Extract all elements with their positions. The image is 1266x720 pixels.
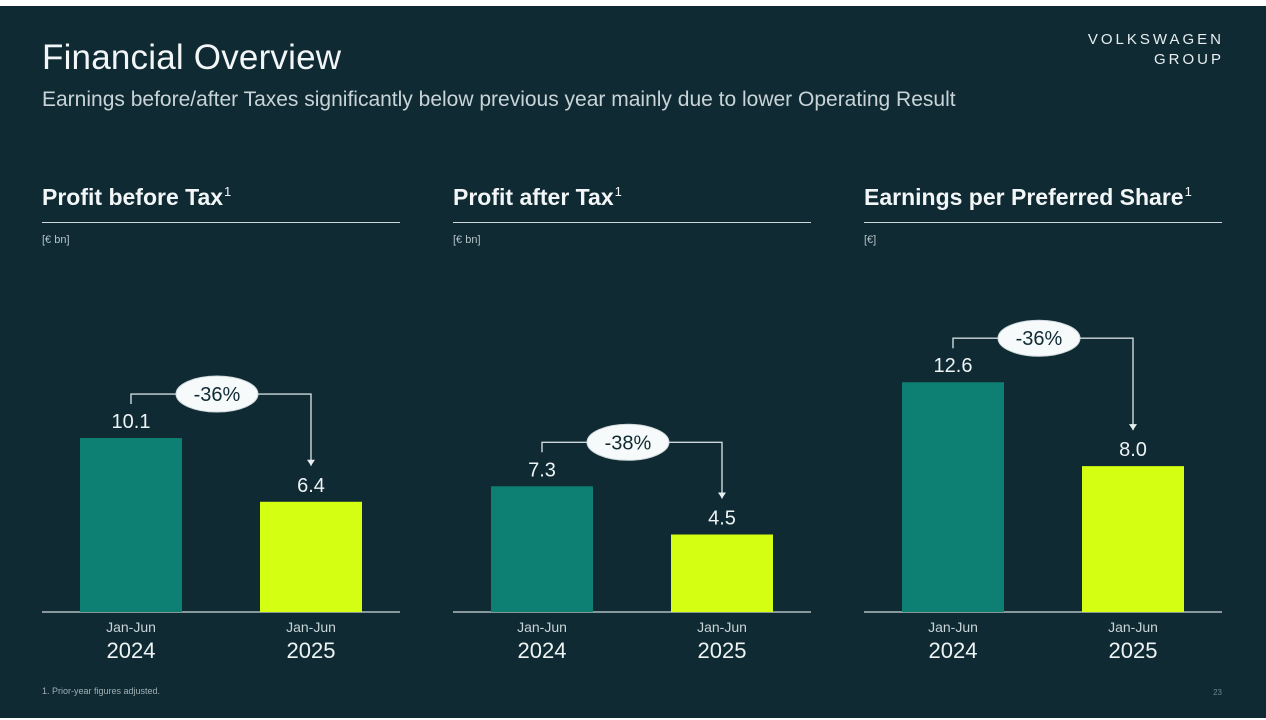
footnote: 1. Prior-year figures adjusted.: [42, 686, 161, 696]
data-label-2024: 7.3: [528, 459, 556, 481]
x-tick-period: Jan-Jun: [928, 619, 978, 635]
chart-plot: 7.3 Jan-Jun 2024 4.5 Jan-Jun 2025 -38%: [453, 423, 811, 663]
x-tick-year: 2024: [929, 638, 978, 663]
change-label: -38%: [605, 432, 652, 454]
change-badge: [997, 319, 1081, 357]
chart-title-rule: [453, 222, 811, 223]
chart-unit: [€ bn]: [42, 234, 70, 246]
chart-title-text: Earnings per Preferred Share: [864, 184, 1184, 210]
footnote-ref: 1: [614, 184, 622, 200]
chart-title-text: Profit after Tax: [453, 184, 614, 210]
chart-profit-before-tax: Profit before Tax1 [€ bn] 10.1 Jan-Jun 202…: [42, 176, 402, 676]
change-label: -36%: [1016, 328, 1063, 350]
chart-title-rule: [864, 222, 1222, 223]
x-tick-period: Jan-Jun: [286, 619, 336, 635]
x-tick-year: 2024: [518, 638, 567, 663]
x-tick-period: Jan-Jun: [517, 619, 567, 635]
x-tick-year: 2025: [698, 638, 747, 663]
change-arrowhead: [1129, 424, 1137, 431]
chart-title-text: Profit before Tax: [42, 184, 224, 210]
slide: Financial Overview Earnings before/after…: [0, 6, 1266, 718]
page-number: 23: [1213, 688, 1222, 697]
data-label-2025: 8.0: [1119, 439, 1147, 461]
chart-plot: 10.1 Jan-Jun 2024 6.4 Jan-Jun 2025 -36%: [42, 375, 400, 663]
logo-line-2: GROUP: [1153, 51, 1224, 68]
bar-2024: [902, 382, 1004, 612]
chart-unit: [€ bn]: [453, 234, 481, 246]
page-title: Financial Overview: [42, 38, 342, 77]
data-label-2025: 4.5: [708, 508, 736, 530]
x-tick-period: Jan-Jun: [1108, 619, 1158, 635]
logo-line-1: VOLKSWAGEN: [1087, 31, 1224, 48]
data-label-2024: 10.1: [112, 411, 151, 433]
chart-title-rule: [42, 222, 400, 223]
x-tick-period: Jan-Jun: [697, 619, 747, 635]
bar-2024: [80, 438, 182, 612]
chart-unit: [€]: [864, 234, 877, 246]
chart-title: Profit after Tax1: [453, 184, 622, 211]
x-tick-year: 2024: [107, 638, 156, 663]
change-label: -36%: [194, 384, 241, 406]
chart-plot: 12.6 Jan-Jun 2024 8.0 Jan-Jun 2025 -36%: [864, 319, 1222, 663]
footnote-ref: 1: [224, 184, 232, 200]
bar-2025: [671, 534, 773, 612]
chart-title: Profit before Tax1: [42, 184, 231, 211]
x-tick-period: Jan-Jun: [106, 619, 156, 635]
chart-profit-after-tax: Profit after Tax1 [€ bn] 7.3 Jan-Jun 2024 4…: [453, 176, 813, 676]
data-label-2025: 6.4: [297, 475, 325, 497]
data-label-2024: 12.6: [934, 355, 973, 377]
bar-2024: [491, 486, 593, 612]
footnote-ref: 1: [1184, 184, 1192, 200]
change-arrowhead: [718, 492, 726, 499]
x-tick-year: 2025: [287, 638, 336, 663]
bar-2025: [260, 501, 362, 612]
change-badge: [175, 375, 259, 413]
page-subtitle: Earnings before/after Taxes significantl…: [42, 88, 956, 111]
x-tick-year: 2025: [1109, 638, 1158, 663]
chart-earnings-per-preferred-share: Earnings per Preferred Share1 [€] 12.6 Ja…: [864, 176, 1224, 676]
change-badge: [586, 423, 670, 461]
bar-2025: [1082, 466, 1184, 612]
chart-title: Earnings per Preferred Share1: [864, 184, 1192, 211]
company-logo: VOLKSWAGEN GROUP: [1088, 30, 1224, 70]
change-arrowhead: [307, 459, 315, 466]
